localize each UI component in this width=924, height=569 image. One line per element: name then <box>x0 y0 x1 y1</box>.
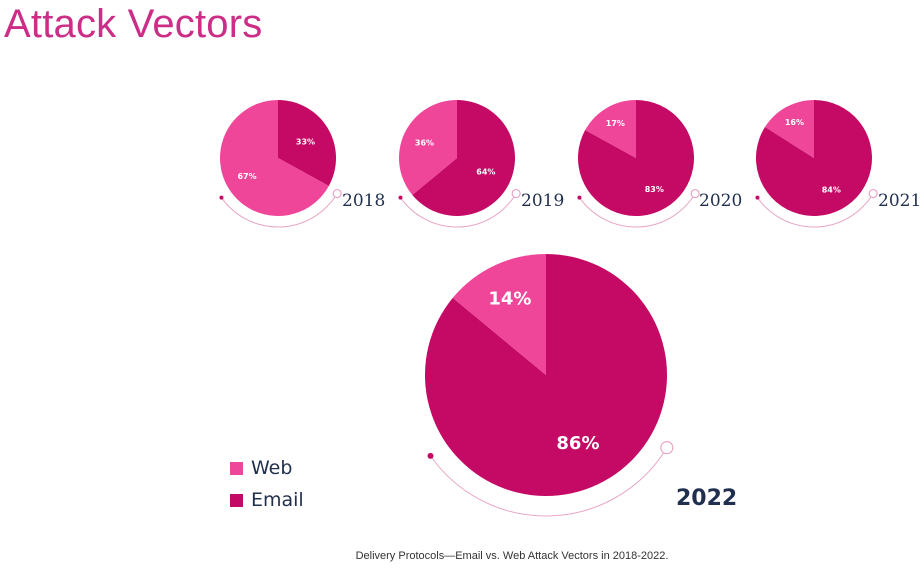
label-web-2019: 36% <box>415 138 434 147</box>
legend-label-email: Email <box>251 489 304 511</box>
decor-dot-2021 <box>755 195 760 200</box>
legend-swatch-web <box>230 461 243 475</box>
slice-email-2020 <box>577 100 694 216</box>
decor-arc-2020 <box>579 193 696 228</box>
page-title: Attack Vectors <box>4 2 263 46</box>
decor-ring-2018 <box>332 188 342 199</box>
label-web-2020: 17% <box>606 119 625 128</box>
decor-dot-2022 <box>427 452 434 459</box>
decor-ring-2021 <box>868 188 878 199</box>
slice-web-2022 <box>452 254 546 375</box>
legend-item-web: Web <box>230 452 304 484</box>
decor-dot-2019 <box>398 195 403 200</box>
decor-dot-2020 <box>577 195 582 200</box>
decor-ring-2020 <box>690 188 700 199</box>
slice-email-2019 <box>412 100 516 216</box>
chart-caption: Delivery Protocols—Email vs. Web Attack … <box>355 550 669 562</box>
slice-web-2021 <box>765 100 814 158</box>
decor-ring-2022 <box>660 441 674 455</box>
label-web-2021: 16% <box>785 118 804 127</box>
legend-label-web: Web <box>251 457 293 479</box>
decor-arc-2019 <box>400 193 517 228</box>
label-email-2019: 64% <box>476 167 495 176</box>
slice-web-2020 <box>585 100 636 158</box>
decor-arc-2018 <box>221 193 338 228</box>
label-email-2020: 83% <box>645 185 664 194</box>
label-web-2018: 67% <box>237 172 256 181</box>
label-email-2018: 33% <box>296 138 315 147</box>
label-web-2022: 14% <box>488 289 531 310</box>
decor-ring-2019 <box>511 188 521 199</box>
decor-dot-2018 <box>219 195 224 200</box>
slice-email-2018 <box>278 100 336 186</box>
label-email-2021: 84% <box>822 185 841 194</box>
year-label-2019: 2019 <box>521 191 564 211</box>
decor-arc-2022 <box>430 447 668 517</box>
slice-web-2018 <box>220 100 329 217</box>
year-label-2021: 2021 <box>878 191 921 211</box>
legend-swatch-email <box>230 493 243 507</box>
year-label-2018: 2018 <box>342 191 385 211</box>
year-label-2022: 2022 <box>676 486 737 511</box>
legend-item-email: Email <box>230 484 304 516</box>
legend: Web Email <box>230 452 304 516</box>
slice-web-2019 <box>399 100 457 195</box>
decor-arc-2021 <box>757 193 874 228</box>
label-email-2022: 86% <box>556 433 599 454</box>
year-label-2020: 2020 <box>699 191 742 211</box>
